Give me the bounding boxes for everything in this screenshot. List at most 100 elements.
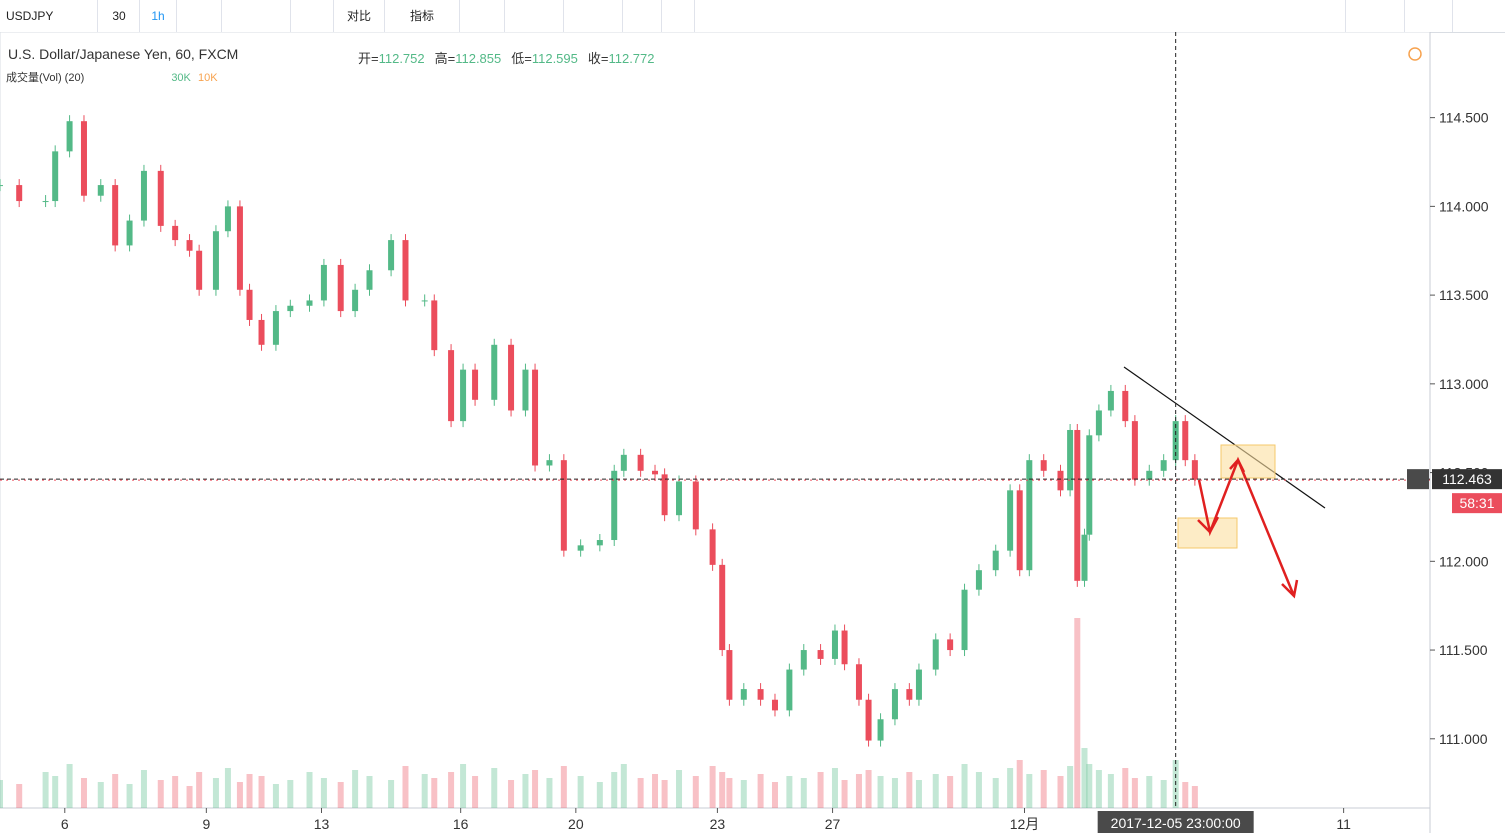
candle-body bbox=[212, 231, 219, 290]
volume-bar bbox=[726, 778, 733, 808]
volume-bar bbox=[272, 784, 279, 808]
volume-bar bbox=[472, 776, 479, 808]
candle-body bbox=[947, 639, 954, 651]
candle-body bbox=[1191, 460, 1198, 480]
candle-body bbox=[66, 121, 73, 152]
x-tick-label: 27 bbox=[825, 816, 841, 832]
candle-body bbox=[508, 344, 515, 411]
volume-bar bbox=[157, 780, 164, 808]
ohlc-label: 高= bbox=[434, 51, 456, 66]
series-layer bbox=[0, 115, 1198, 808]
volume-bar bbox=[1074, 618, 1081, 808]
x-tick-label: 13 bbox=[314, 816, 330, 832]
x-tick-label: 12月 bbox=[1010, 816, 1040, 832]
candle-body bbox=[611, 470, 618, 541]
candle-body bbox=[637, 454, 644, 471]
trend-line bbox=[1123, 366, 1326, 509]
volume-bar bbox=[831, 768, 838, 808]
interval-input[interactable]: 30 bbox=[99, 0, 140, 32]
candle-body bbox=[224, 206, 231, 232]
volume-bar bbox=[388, 780, 395, 808]
alert[interactable] bbox=[460, 0, 505, 32]
chart-style[interactable] bbox=[222, 0, 291, 32]
candle-body bbox=[1122, 390, 1129, 422]
candle-body bbox=[431, 300, 438, 351]
volume-bar bbox=[1182, 782, 1189, 808]
x-tick-label: 23 bbox=[710, 816, 726, 832]
candle-body bbox=[421, 300, 428, 302]
volume-bar bbox=[891, 778, 898, 808]
candle-body bbox=[596, 540, 603, 546]
volume-bar bbox=[661, 780, 668, 808]
volume-bar bbox=[800, 778, 807, 808]
volume-bar bbox=[508, 780, 515, 808]
volume-bar bbox=[1026, 774, 1033, 808]
candle-body bbox=[306, 300, 313, 306]
volume-bar bbox=[1191, 786, 1198, 808]
candle-body bbox=[560, 460, 567, 551]
volume-bar bbox=[1122, 768, 1129, 808]
candle-body bbox=[841, 630, 848, 665]
forecast-arrows bbox=[1197, 456, 1299, 599]
toolbar: USDJPY 30 1h 对比 指标 bbox=[0, 0, 1505, 33]
cloud-save[interactable] bbox=[1453, 0, 1505, 32]
candle-body bbox=[1026, 460, 1033, 571]
compare-button[interactable]: 对比 bbox=[334, 0, 385, 32]
crosshair-box bbox=[1097, 811, 1254, 833]
candle-body bbox=[196, 250, 203, 290]
candle-body bbox=[757, 689, 764, 700]
volume-bar bbox=[196, 772, 203, 808]
interval-menu[interactable] bbox=[177, 0, 222, 32]
volume-bar bbox=[1067, 766, 1074, 808]
cloud-load[interactable] bbox=[1404, 0, 1453, 32]
candle-body bbox=[172, 225, 179, 241]
volume-bar bbox=[932, 774, 939, 808]
candle-body bbox=[1016, 490, 1023, 571]
candle-body bbox=[532, 369, 539, 466]
volume-bar bbox=[740, 780, 747, 808]
symbol-input[interactable]: USDJPY bbox=[0, 0, 98, 32]
y-tick-label: 111.000 bbox=[1439, 731, 1488, 747]
candle-body bbox=[1057, 470, 1064, 491]
layout[interactable] bbox=[1345, 0, 1405, 32]
candle-body bbox=[1081, 534, 1088, 581]
candle-body bbox=[16, 185, 23, 202]
ohlc-value: 112.855 bbox=[455, 51, 502, 66]
candle-body bbox=[726, 650, 733, 700]
candle-body bbox=[1095, 410, 1102, 436]
candle-body bbox=[1131, 421, 1138, 480]
volume-bar bbox=[1107, 774, 1114, 808]
replay[interactable] bbox=[662, 0, 695, 32]
volume-bar bbox=[1131, 778, 1138, 808]
volume-bar bbox=[709, 766, 716, 808]
ohlc-value: 112.772 bbox=[608, 51, 655, 66]
volume-bar bbox=[620, 764, 627, 808]
candle-body bbox=[1007, 490, 1014, 551]
warning-icon[interactable] bbox=[1408, 47, 1422, 61]
fullscreen[interactable] bbox=[623, 0, 662, 32]
legend-title-text: U.S. Dollar/Japanese Yen, 60, FXCM bbox=[8, 46, 239, 62]
candle-body bbox=[126, 220, 133, 246]
x-tick-label: 20 bbox=[568, 816, 584, 832]
candle-body bbox=[877, 719, 884, 741]
volume-value: 30K bbox=[171, 72, 191, 84]
volume-bar bbox=[786, 776, 793, 808]
volume-bar bbox=[947, 776, 954, 808]
volume-bar bbox=[877, 776, 884, 808]
y-tick-label: 111.500 bbox=[1439, 642, 1488, 658]
settings[interactable] bbox=[291, 0, 334, 32]
volume-bar bbox=[448, 772, 455, 808]
undo-redo[interactable] bbox=[564, 0, 623, 32]
candle-body bbox=[1182, 421, 1189, 461]
volume-bar bbox=[460, 764, 467, 808]
volume-bar bbox=[1040, 770, 1047, 808]
indicators-button[interactable]: 指标 bbox=[385, 0, 460, 32]
crosshair-label: 2017-12-05 23:00:00 bbox=[1111, 815, 1241, 831]
interval-button[interactable]: 1h bbox=[140, 0, 177, 32]
candle-body bbox=[352, 289, 359, 312]
ideas[interactable] bbox=[505, 0, 564, 32]
candle-body bbox=[1086, 435, 1093, 535]
volume-bar bbox=[126, 784, 133, 808]
volume-bar bbox=[841, 780, 848, 808]
price-plus bbox=[1407, 469, 1429, 490]
